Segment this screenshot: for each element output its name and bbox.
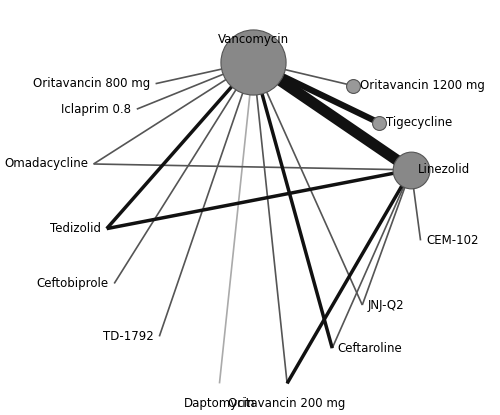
Text: JNJ-Q2: JNJ-Q2: [368, 298, 405, 312]
Text: Ceftobiprole: Ceftobiprole: [36, 277, 109, 290]
Text: Ceftaroline: Ceftaroline: [338, 342, 402, 355]
Text: TD-1792: TD-1792: [103, 330, 154, 343]
Text: Tedizolid: Tedizolid: [50, 222, 101, 235]
Text: Oritavancin 800 mg: Oritavancin 800 mg: [32, 77, 150, 90]
Text: Tigecycline: Tigecycline: [386, 116, 452, 129]
Point: [349, 82, 357, 89]
Text: Omadacycline: Omadacycline: [4, 157, 88, 171]
Point: [250, 59, 258, 66]
Text: CEM-102: CEM-102: [426, 234, 478, 247]
Point: [375, 120, 383, 126]
Text: Oritavancin 200 mg: Oritavancin 200 mg: [228, 397, 346, 410]
Text: Daptomycin: Daptomycin: [184, 397, 255, 410]
Text: Linezolid: Linezolid: [418, 164, 470, 176]
Text: Vancomycin: Vancomycin: [218, 34, 289, 46]
Text: Iclaprim 0.8: Iclaprim 0.8: [61, 103, 131, 116]
Text: Oritavancin 1200 mg: Oritavancin 1200 mg: [360, 79, 484, 92]
Point: [407, 166, 415, 173]
